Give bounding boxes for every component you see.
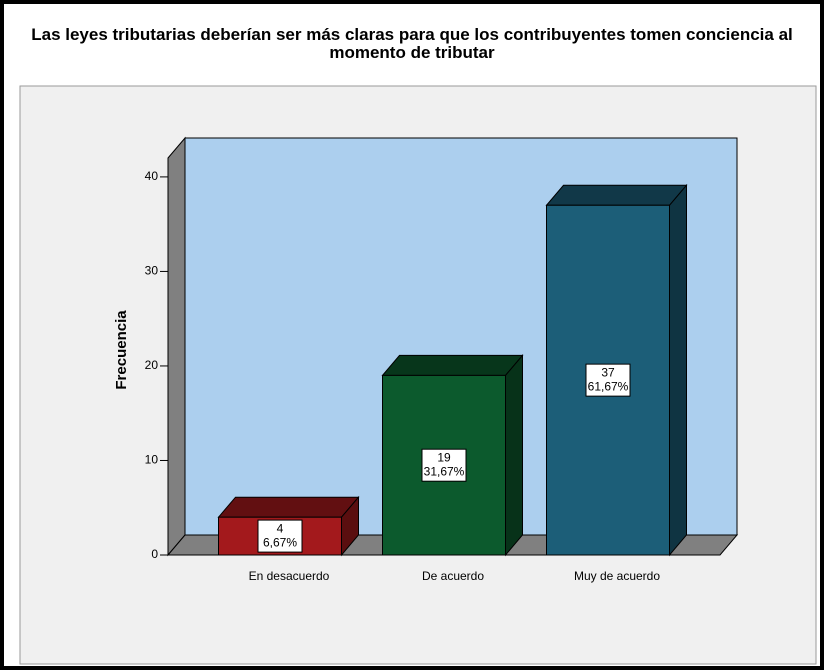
chart: Frecuencia 0 10 20 30 40 En desacuerdo 46,67% D…: [19, 85, 817, 665]
y-tick-label: 20: [145, 358, 159, 372]
x-tick-label: De acuerdo: [422, 569, 484, 583]
y-tick-label: 30: [145, 264, 159, 278]
bar-top: [545, 184, 688, 206]
value-label-box: [421, 448, 467, 482]
value-label-box: [585, 363, 631, 397]
y-axis-label: Frecuencia: [113, 310, 130, 390]
value-label: 37: [601, 365, 615, 379]
chart-title: Las leyes tributarias deberían ser más c…: [31, 25, 793, 62]
x-tick-label: Muy de acuerdo: [574, 569, 660, 583]
y-tick-label: 40: [145, 169, 159, 183]
bar-side: [505, 354, 523, 557]
bar-top: [217, 496, 360, 518]
bar-side: [669, 183, 687, 557]
percent-label: 61,67%: [588, 379, 629, 393]
x-tick-label: En desacuerdo: [249, 569, 330, 583]
y-tick-label: 10: [145, 453, 159, 467]
y-tick-label: 0: [151, 547, 158, 561]
value-label: 19: [437, 450, 451, 464]
value-label: 4: [277, 521, 284, 535]
percent-label: 31,67%: [424, 464, 465, 478]
percent-label: 6,67%: [263, 535, 297, 549]
bar-top: [381, 354, 524, 376]
left-wall: [167, 136, 186, 557]
value-label-box: [257, 519, 303, 553]
